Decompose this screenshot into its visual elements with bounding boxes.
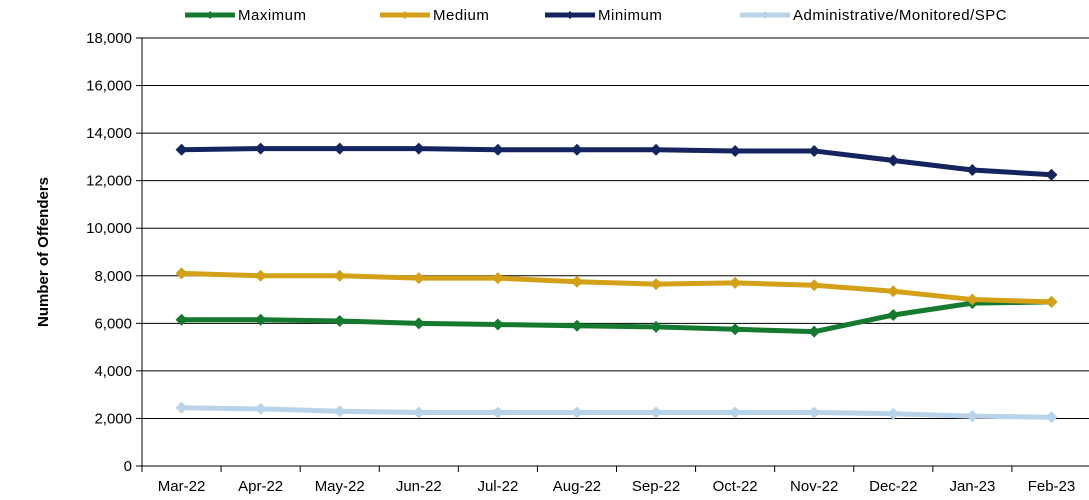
series-group: [175, 267, 1058, 308]
legend-label: Minimum: [598, 7, 662, 24]
legend-item: Minimum: [545, 7, 662, 24]
legend-marker: [206, 11, 214, 19]
data-point: [570, 319, 583, 332]
y-tick-label: 4,000: [94, 363, 132, 380]
y-tick-label: 2,000: [94, 410, 132, 427]
data-point: [887, 285, 900, 298]
data-point: [254, 313, 267, 326]
data-point: [729, 323, 742, 336]
data-point: [412, 317, 425, 330]
legend-marker: [401, 11, 409, 19]
data-point: [650, 278, 663, 291]
data-point: [966, 163, 979, 176]
data-point: [175, 401, 188, 414]
data-point: [650, 143, 663, 156]
data-point: [254, 402, 267, 415]
x-tick-label: Nov-22: [790, 478, 838, 495]
x-tick-label: Jul-22: [477, 478, 518, 495]
data-point: [650, 406, 663, 419]
data-point: [1045, 168, 1058, 181]
legend-item: Maximum: [185, 7, 307, 24]
legend-label: Medium: [433, 7, 489, 24]
axes: [141, 38, 1089, 467]
data-point: [808, 144, 821, 157]
data-point: [729, 406, 742, 419]
data-point: [491, 272, 504, 285]
data-point: [887, 154, 900, 167]
y-tick-label: 16,000: [86, 78, 132, 95]
data-point: [887, 309, 900, 322]
data-point: [570, 275, 583, 288]
legend-marker: [761, 11, 769, 19]
data-point: [966, 410, 979, 423]
data-point: [491, 143, 504, 156]
x-tick-label: Jun-22: [396, 478, 442, 495]
data-point: [887, 407, 900, 420]
y-tick-label: 10,000: [86, 220, 132, 237]
y-axis-label: Number of Offenders: [35, 177, 52, 327]
data-point: [175, 313, 188, 326]
series-lines: [175, 142, 1058, 424]
legend-item: Administrative/Monitored/SPC: [740, 7, 1007, 24]
x-tick-label: Aug-22: [553, 478, 601, 495]
legend-item: Medium: [380, 7, 489, 24]
series-line: [179, 299, 1054, 335]
x-tick-label: Feb-23: [1028, 478, 1076, 495]
data-point: [729, 276, 742, 289]
series-line: [179, 270, 1054, 305]
data-point: [570, 143, 583, 156]
data-point: [333, 142, 346, 155]
y-axis-ticks: 0 2,000 4,000 6,000 8,000 10,000 12,000 14,000 1…: [86, 30, 142, 475]
data-point: [333, 269, 346, 282]
data-point: [491, 406, 504, 419]
x-tick-label: Dec-22: [869, 478, 917, 495]
data-point: [808, 406, 821, 419]
series-line: [179, 405, 1054, 420]
x-tick-label: Mar-22: [158, 478, 206, 495]
legend-marker: [566, 11, 574, 19]
data-point: [333, 405, 346, 418]
x-tick-label: Sep-22: [632, 478, 680, 495]
x-tick-label: Jan-23: [949, 478, 995, 495]
x-tick-label: May-22: [315, 478, 365, 495]
data-point: [175, 267, 188, 280]
y-tick-label: 12,000: [86, 173, 132, 190]
series-group: [175, 295, 1058, 338]
y-tick-label: 6,000: [94, 315, 132, 332]
data-point: [254, 269, 267, 282]
y-tick-label: 18,000: [86, 30, 132, 47]
data-point: [491, 318, 504, 331]
data-point: [254, 142, 267, 155]
data-point: [412, 272, 425, 285]
data-point: [412, 406, 425, 419]
gridlines: [142, 37, 1089, 419]
legend-label: Maximum: [238, 7, 307, 24]
data-point: [729, 144, 742, 157]
series-line: [179, 146, 1054, 178]
x-tick-label: Oct-22: [713, 478, 758, 495]
data-point: [1045, 411, 1058, 424]
legend-label: Administrative/Monitored/SPC: [793, 7, 1007, 24]
series-group: [175, 142, 1058, 181]
data-point: [175, 143, 188, 156]
y-tick-label: 14,000: [86, 125, 132, 142]
data-point: [966, 293, 979, 306]
y-tick-label: 0: [124, 458, 132, 475]
legend: Maximum Medium Minimum Administrative/Monit…: [185, 7, 1007, 24]
data-point: [650, 320, 663, 333]
data-point: [570, 406, 583, 419]
x-tick-label: Apr-22: [238, 478, 283, 495]
data-point: [333, 314, 346, 327]
data-point: [412, 142, 425, 155]
data-point: [808, 325, 821, 338]
data-point: [1045, 295, 1058, 308]
data-point: [808, 279, 821, 292]
x-axis-ticks: Mar-22 Apr-22 May-22 Jun-22 Jul-22 Aug-22 Sep-…: [141, 466, 1076, 495]
series-group: [175, 401, 1058, 424]
y-tick-label: 8,000: [94, 268, 132, 285]
